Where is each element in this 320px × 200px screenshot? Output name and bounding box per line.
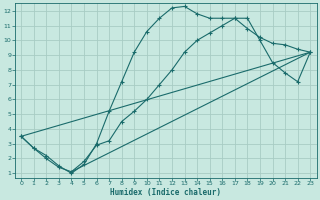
X-axis label: Humidex (Indice chaleur): Humidex (Indice chaleur) — [110, 188, 221, 197]
